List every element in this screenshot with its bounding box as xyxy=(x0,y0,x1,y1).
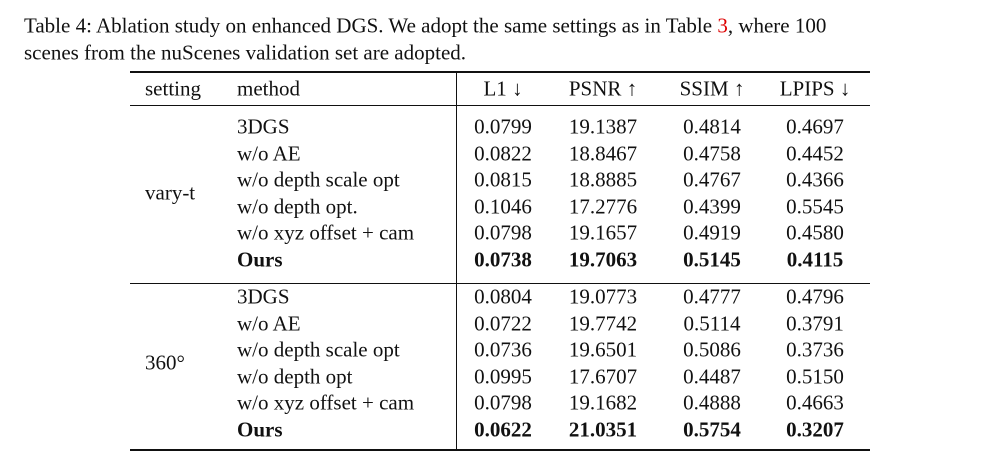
caption-line: scenes from the nuScenes validation set … xyxy=(24,40,467,65)
column-header: PSNR ↑ xyxy=(568,76,638,101)
cell-value: 0.0798 xyxy=(474,220,532,245)
cell-value: 0.4366 xyxy=(786,167,844,192)
cell-value: 18.8885 xyxy=(568,167,638,192)
cell-value: 0.0736 xyxy=(474,337,532,362)
cell-value: 0.4487 xyxy=(683,364,741,388)
cell-value: 0.5086 xyxy=(683,337,741,362)
cell-value: 0.0722 xyxy=(474,311,532,335)
top-rule xyxy=(130,71,870,73)
cell-value: 0.5545 xyxy=(786,194,844,218)
cell-value: 0.5145 xyxy=(683,247,741,271)
cell-value: 0.4663 xyxy=(786,390,844,415)
cell-value: 0.0738 xyxy=(474,247,532,271)
caption-text: , where 100 xyxy=(727,13,827,38)
cell-value: 21.0351 xyxy=(568,417,638,441)
setting-label: vary-t xyxy=(145,180,196,205)
method-name: Ours xyxy=(237,417,283,441)
bottom-rule xyxy=(130,449,870,451)
cell-value: 0.5114 xyxy=(683,311,741,335)
cell-value: 0.0622 xyxy=(474,417,532,441)
cell-value: 0.4115 xyxy=(786,247,844,271)
cell-value: 0.4580 xyxy=(786,220,844,245)
cell-value: 0.4697 xyxy=(786,114,844,139)
cell-value: 19.0773 xyxy=(568,284,638,309)
table-ref[interactable]: 3 xyxy=(717,13,728,38)
cell-value: 0.5150 xyxy=(786,364,844,388)
cell-value: 18.8467 xyxy=(568,141,638,165)
cell-value: 0.4777 xyxy=(683,284,741,309)
cell-value: 0.0798 xyxy=(474,390,532,415)
cell-value: 0.3736 xyxy=(786,337,844,362)
column-header: method xyxy=(237,76,300,101)
cell-value: 19.1657 xyxy=(568,220,638,245)
method-name: w/o xyz offset + cam xyxy=(237,220,415,245)
method-name: w/o depth scale opt xyxy=(237,167,400,192)
mid-rule xyxy=(130,283,870,284)
cell-value: 19.7742 xyxy=(568,311,638,335)
cell-value: 19.1682 xyxy=(568,390,638,415)
column-header: setting xyxy=(145,76,201,101)
cell-value: 17.6707 xyxy=(568,364,638,388)
cell-value: 19.6501 xyxy=(568,337,638,362)
cell-value: 0.5754 xyxy=(683,417,741,441)
cell-value: 0.0804 xyxy=(474,284,532,309)
method-name: w/o depth opt xyxy=(237,364,353,388)
method-name: w/o AE xyxy=(237,311,301,335)
cell-value: 0.0799 xyxy=(474,114,532,139)
cell-value: 0.0822 xyxy=(474,141,532,165)
caption-text: Table 4: Ablation study on enhanced DGS.… xyxy=(24,13,718,38)
column-header: L1 ↓ xyxy=(483,76,523,101)
cell-value: 0.3791 xyxy=(786,311,844,335)
setting-label: 360° xyxy=(145,350,185,375)
caption: Table 4: Ablation study on enhanced DGS.… xyxy=(24,13,827,38)
method-name: Ours xyxy=(237,247,283,271)
cell-value: 19.1387 xyxy=(568,114,638,139)
cell-value: 0.4399 xyxy=(683,194,741,218)
column-header: LPIPS ↓ xyxy=(779,76,851,101)
cell-value: 0.4888 xyxy=(683,390,741,415)
cell-value: 0.1046 xyxy=(474,194,532,218)
cell-value: 0.0815 xyxy=(474,167,532,192)
cell-value: 0.4919 xyxy=(683,220,741,245)
column-divider xyxy=(456,73,457,449)
cell-value: 0.4796 xyxy=(786,284,844,309)
mid-rule xyxy=(130,105,870,106)
cell-value: 0.4814 xyxy=(683,114,741,139)
method-name: 3DGS xyxy=(237,114,290,139)
method-name: w/o depth scale opt xyxy=(237,337,400,362)
cell-value: 0.3207 xyxy=(786,417,844,441)
cell-value: 0.4452 xyxy=(786,141,844,165)
method-name: 3DGS xyxy=(237,284,290,309)
method-name: w/o AE xyxy=(237,141,301,165)
cell-value: 17.2776 xyxy=(568,194,638,218)
cell-value: 0.4767 xyxy=(683,167,741,192)
method-name: w/o depth opt. xyxy=(237,194,358,218)
column-header: SSIM ↑ xyxy=(679,76,745,101)
cell-value: 0.0995 xyxy=(474,364,532,388)
method-name: w/o xyz offset + cam xyxy=(237,390,415,415)
cell-value: 19.7063 xyxy=(568,247,638,271)
cell-value: 0.4758 xyxy=(683,141,741,165)
